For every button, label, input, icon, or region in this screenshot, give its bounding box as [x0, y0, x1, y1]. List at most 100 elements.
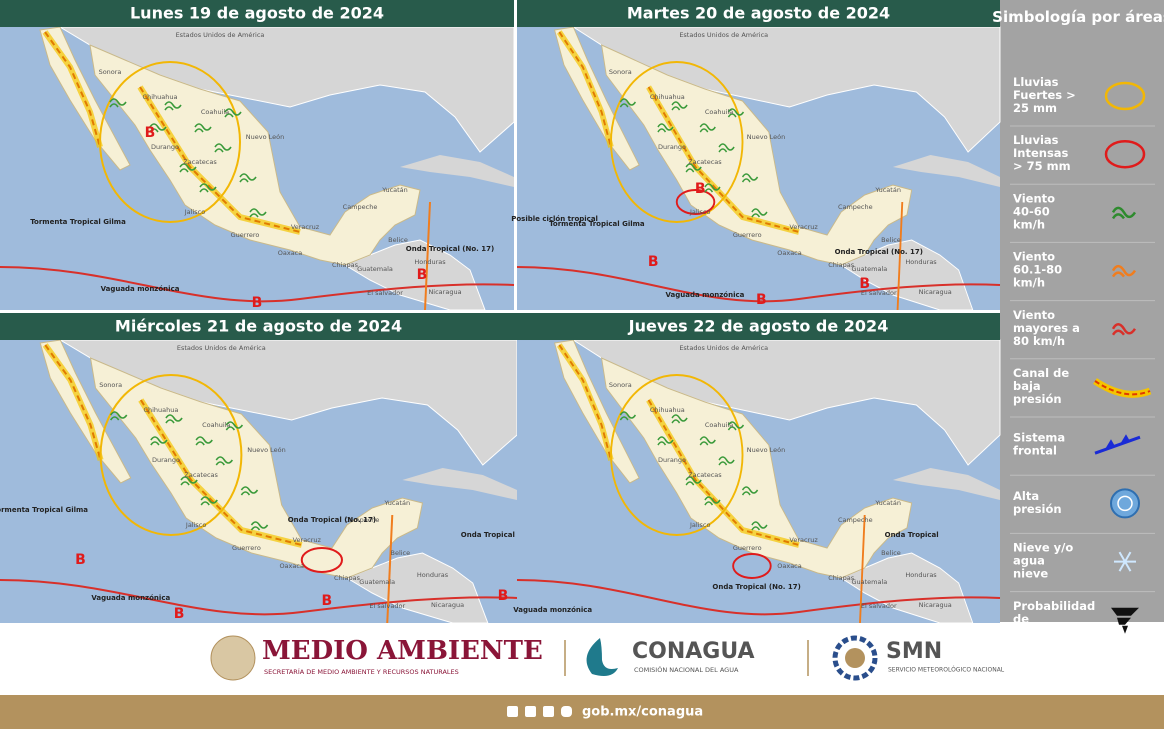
social-icon: [543, 706, 554, 717]
wind-icon: [215, 456, 234, 466]
map-label: Chihuahua: [650, 406, 685, 414]
trough-dash: [44, 344, 102, 461]
map-label: Nuevo León: [747, 446, 785, 454]
brand-sub: SERVICIO METEOROLÓGICO NACIONAL: [888, 667, 1005, 674]
monsoon-trough: [516, 579, 1001, 616]
map-label: Belice: [388, 236, 408, 244]
legend-icon: [1118, 551, 1132, 572]
footer-bar: [0, 695, 1164, 729]
legend-icon: [1117, 495, 1133, 512]
map-label: Nicaragua: [428, 288, 461, 296]
map-label: Honduras: [417, 571, 449, 579]
brand: CONAGUA: [632, 639, 755, 664]
map-label: Campeche: [343, 203, 378, 211]
map-label: Veracruz: [789, 223, 818, 231]
low-pressure-label: B: [648, 254, 659, 270]
annotation: Onda Tropical (No. 17): [406, 245, 494, 253]
trough-dash: [647, 86, 800, 233]
map-label: Sonora: [609, 68, 632, 76]
wind-icon: [239, 173, 257, 183]
map-label: Chihuahua: [650, 93, 685, 101]
legend-icon: [1111, 607, 1139, 634]
wind-icon: [109, 98, 127, 108]
map-label: Chiapas: [828, 574, 855, 582]
trough-dash: [558, 344, 612, 461]
map-label: Guerrero: [733, 231, 762, 239]
legend-label: Probabilidad de tornados: [1013, 598, 1095, 638]
map-label: Yucatán: [874, 499, 901, 507]
legend-bg: [1000, 0, 1164, 622]
legend-icon: [1111, 323, 1137, 336]
wind-icon: [741, 486, 759, 496]
annotation: Vaguada monzónica: [513, 606, 592, 614]
heavy-rain-area: [300, 547, 343, 573]
map-label: Chiapas: [332, 261, 359, 269]
map-label: Yucatán: [381, 186, 408, 194]
land-cuba: [892, 155, 1000, 187]
low-pressure-label: B: [174, 606, 185, 622]
brand-sub: SECRETARÍA DE MEDIO AMBIENTE Y RECURSOS …: [264, 667, 459, 676]
tropical-wave: [859, 514, 866, 624]
map-label: El salvador: [861, 289, 897, 297]
map-label: Honduras: [905, 571, 937, 579]
wind-icon: [718, 143, 735, 153]
land-cuba: [892, 468, 1000, 500]
rain-area: [99, 61, 241, 223]
legend-label: Viento 60.1-80 km/h: [1013, 249, 1062, 289]
map: [0, 26, 515, 311]
annotation: Vaguada monzónica: [666, 291, 745, 299]
wind-icon: [199, 183, 217, 193]
low-pressure-label: B: [75, 552, 86, 568]
rain-area: [99, 374, 243, 536]
annotation: Vaguada monzónica: [91, 594, 170, 602]
social-icon: [561, 706, 572, 717]
monsoon-trough: [0, 266, 515, 303]
legend-icon: [1110, 488, 1140, 519]
wind-icon: [109, 411, 128, 421]
heavy-rain-area: [675, 189, 716, 215]
map-label: Guatemala: [359, 578, 395, 586]
legend-icon: [1093, 378, 1152, 398]
logo-smn-core: [845, 648, 865, 668]
annotation: Onda Tropical (No. 17): [288, 516, 376, 524]
map-label: Coahuila: [705, 108, 733, 116]
legend-label: Sistema frontal: [1013, 430, 1065, 457]
trough-dash: [647, 399, 800, 546]
annotation: Onda Tropical (No. 17): [712, 583, 800, 591]
heavy-rain-area: [732, 553, 772, 579]
rain-area: [610, 61, 744, 223]
annotation: Onda Tropical (No. 17): [835, 248, 923, 256]
map-label: Veracruz: [293, 536, 322, 544]
trough-dash: [44, 31, 101, 148]
low-pressure-label: B: [756, 292, 767, 308]
legend-label: Viento 40-60 km/h: [1013, 191, 1055, 231]
brand: MEDIO AMBIENTE: [262, 636, 543, 666]
wind-icon: [194, 123, 212, 133]
footer-url: gob.mx/conagua: [582, 705, 703, 720]
logo-semarnat: [210, 635, 256, 681]
map-label: Zacatecas: [688, 158, 722, 166]
low-pressure-label: B: [498, 588, 509, 604]
map-label: Veracruz: [291, 223, 320, 231]
map-label: Guatemala: [357, 265, 393, 273]
map-label: El salvador: [861, 602, 897, 610]
map: [0, 339, 518, 624]
map-label: Chiapas: [334, 574, 361, 582]
wind-icon: [200, 496, 218, 506]
land-cuba: [400, 155, 514, 187]
map-label: Veracruz: [789, 536, 818, 544]
map-label: Guerrero: [232, 544, 261, 552]
social-icon: [507, 706, 518, 717]
map-label: Nicaragua: [919, 288, 952, 296]
wind-icon: [179, 163, 197, 173]
logo-conagua: [586, 638, 618, 676]
rain-area: [610, 374, 744, 536]
legend-label: Lluvias Intensas > 75 mm: [1013, 133, 1071, 173]
legend-label: Lluvias Fuertes >25 mm: [1013, 75, 1076, 115]
map-label: Nuevo León: [247, 446, 285, 454]
map-label: Honduras: [905, 258, 937, 266]
wind-icon: [150, 436, 168, 446]
wind-icon: [180, 476, 198, 486]
low-pressure-label: B: [695, 181, 706, 197]
